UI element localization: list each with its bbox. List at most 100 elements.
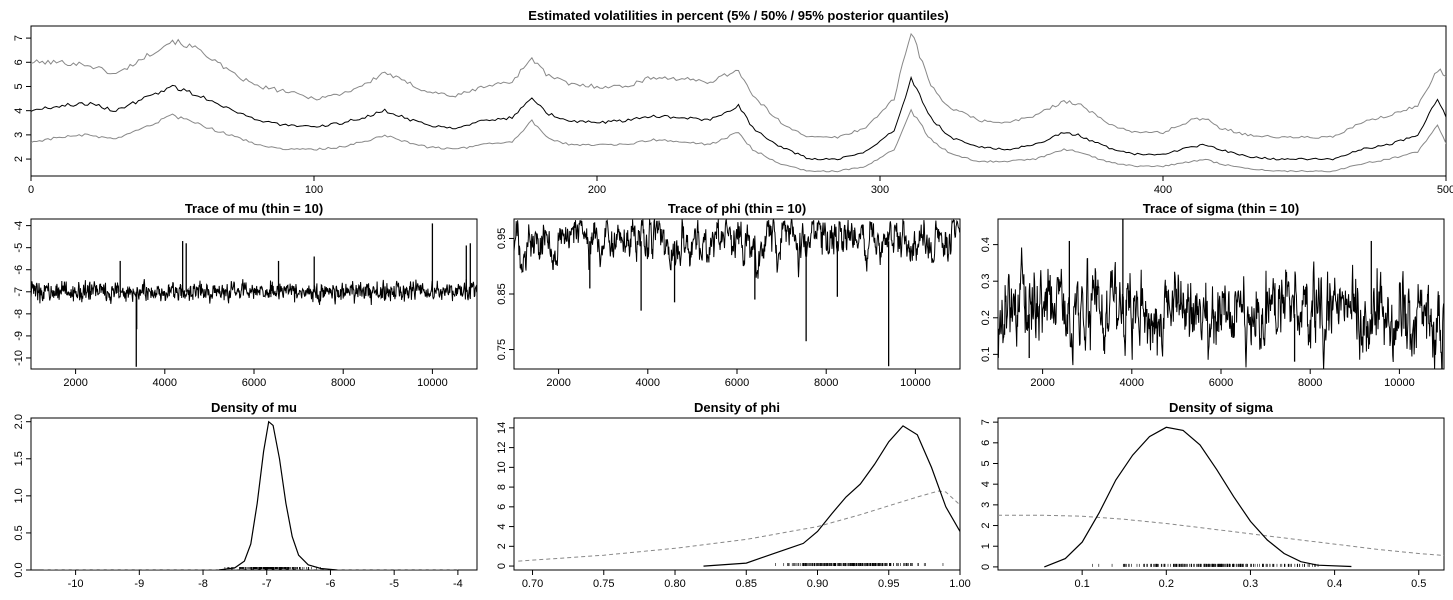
y-tick-label: 0.4: [980, 237, 992, 252]
plot-marks: [31, 223, 477, 367]
x-tick-label: 4000: [636, 377, 660, 389]
plot-frame: [513, 218, 961, 370]
plot-frame: [30, 25, 1447, 177]
y-tick-label: -8: [13, 309, 25, 319]
y-tick-label: 2: [496, 543, 508, 549]
density-sigma-panel: Density of sigma 0.1 0.2 0.3 0.4 0.5 0 1 2 3 4 5 6 7: [980, 400, 1445, 590]
x-tick-label: 8000: [814, 377, 838, 389]
y-tick-label: 8: [496, 484, 508, 490]
plot-marks: [43, 420, 458, 570]
x-tick-label: 2000: [63, 377, 87, 389]
x-tick-label: -4: [453, 578, 463, 590]
trace-mu-panel: Trace of mu (thin = 10) 2000 4000 6000 8000 1…: [13, 201, 478, 389]
y-tick-label: 0.2: [980, 310, 992, 325]
plot-frame: [513, 417, 961, 571]
panel-title: Density of phi: [694, 400, 780, 415]
y-tick-label: 1: [980, 543, 992, 549]
y-tick-label: 0.95: [496, 228, 508, 249]
prior-density-line: [518, 490, 960, 562]
x-tick-label: 0: [28, 184, 34, 196]
posterior-density-line: [703, 425, 960, 567]
y-tick-label: 3: [980, 502, 992, 508]
x-tick-label: 1.00: [949, 578, 970, 590]
x-tick-label: 8000: [331, 377, 355, 389]
y-tick-label: 4: [496, 524, 508, 530]
y-tick-label: 6: [13, 59, 25, 65]
x-tick-label: 100: [305, 184, 323, 196]
y-tick-label: -10: [13, 350, 25, 366]
y-tick-label: 10: [496, 461, 508, 473]
y-tick-label: 12: [496, 441, 508, 453]
y-tick-label: 1.0: [13, 488, 25, 503]
y-tick-label: 6: [496, 504, 508, 510]
x-tick-label: 6000: [1209, 377, 1233, 389]
x-tick-label: 4000: [153, 377, 177, 389]
x-tick-label: 2000: [546, 377, 570, 389]
panel-title: Density of mu: [211, 400, 297, 415]
y-tick-label: 4: [980, 481, 992, 487]
x-tick-label: 0.80: [664, 578, 685, 590]
x-tick-label: -6: [326, 578, 336, 590]
y-tick-label: -4: [13, 221, 25, 231]
x-tick-label: -8: [198, 578, 208, 590]
trace-line: [998, 247, 1444, 369]
y-tick-label: 0: [496, 563, 508, 569]
y-tick-label: 3: [13, 132, 25, 138]
y-tick-label: 7: [980, 419, 992, 425]
x-tick-label: 400: [1154, 184, 1172, 196]
x-tick-label: 0.2: [1159, 578, 1174, 590]
x-tick-label: 6000: [242, 377, 266, 389]
volatility-panel: Estimated volatilities in percent (5% / …: [13, 8, 1453, 196]
posterior-density-line: [218, 420, 337, 570]
x-tick-label: 0.95: [878, 578, 899, 590]
x-tick-label: -5: [389, 578, 399, 590]
x-tick-label: 6000: [725, 377, 749, 389]
plot-frame: [997, 417, 1445, 571]
y-tick-label: 0.5: [13, 525, 25, 540]
x-tick-label: 200: [588, 184, 606, 196]
y-tick-label: 2: [980, 522, 992, 528]
y-tick-label: -7: [13, 287, 25, 297]
posterior-density-line: [1044, 426, 1352, 568]
x-tick-label: 300: [871, 184, 889, 196]
volatility-quantile-line: [31, 32, 1446, 139]
x-tick-label: 2000: [1030, 377, 1054, 389]
y-tick-label: -9: [13, 331, 25, 341]
y-tick-label: 0.0: [13, 562, 25, 577]
x-tick-label: 10000: [900, 377, 931, 389]
y-tick-label: 0.1: [980, 347, 992, 362]
x-tick-label: 4000: [1120, 377, 1144, 389]
x-tick-label: 0.4: [1327, 578, 1342, 590]
density-mu-panel: Density of mu -10 -9 -8 -7 -6 -5 -4 0.0 0.5 1.0 1.5…: [13, 400, 478, 590]
prior-density-line: [998, 514, 1444, 556]
plot-marks: [998, 219, 1444, 369]
x-tick-label: 0.1: [1075, 578, 1090, 590]
y-tick-label: 4: [13, 108, 25, 114]
panel-title: Trace of sigma (thin = 10): [1143, 201, 1299, 216]
y-tick-label: 0.75: [496, 339, 508, 360]
x-tick-label: -9: [134, 578, 144, 590]
y-tick-label: 14: [496, 422, 508, 434]
x-tick-label: 0.75: [593, 578, 614, 590]
y-tick-label: 0.3: [980, 274, 992, 289]
panel-title: Estimated volatilities in percent (5% / …: [528, 8, 948, 23]
x-tick-label: -10: [68, 578, 84, 590]
x-tick-label: -7: [262, 578, 272, 590]
y-tick-label: 2.0: [13, 414, 25, 429]
x-tick-label: 8000: [1298, 377, 1322, 389]
y-tick-label: 5: [980, 460, 992, 466]
plot-marks: [514, 219, 960, 367]
y-tick-label: 0: [980, 564, 992, 570]
x-tick-label: 0.85: [736, 578, 757, 590]
trace-line: [31, 279, 477, 306]
y-tick-label: 0.85: [496, 283, 508, 304]
y-tick-label: 7: [13, 35, 25, 41]
panel-title: Trace of mu (thin = 10): [185, 201, 323, 216]
x-tick-label: 0.3: [1243, 578, 1258, 590]
volatility-quantile-line: [31, 108, 1446, 173]
density-phi-panel: Density of phi 0.70 0.75 0.80 0.85 0.90 0.95 1.…: [496, 400, 971, 590]
panel-title: Trace of phi (thin = 10): [668, 201, 806, 216]
y-tick-label: -6: [13, 265, 25, 275]
trace-line: [514, 219, 960, 279]
